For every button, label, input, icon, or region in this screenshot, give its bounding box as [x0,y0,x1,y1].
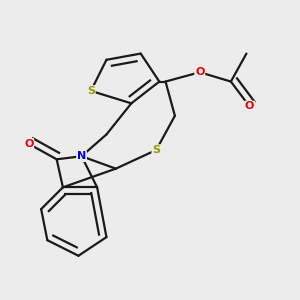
Text: N: N [77,151,86,161]
Text: S: S [152,145,160,155]
Text: O: O [245,101,254,112]
Text: O: O [24,139,33,149]
Text: O: O [195,67,205,77]
Text: S: S [87,86,95,96]
